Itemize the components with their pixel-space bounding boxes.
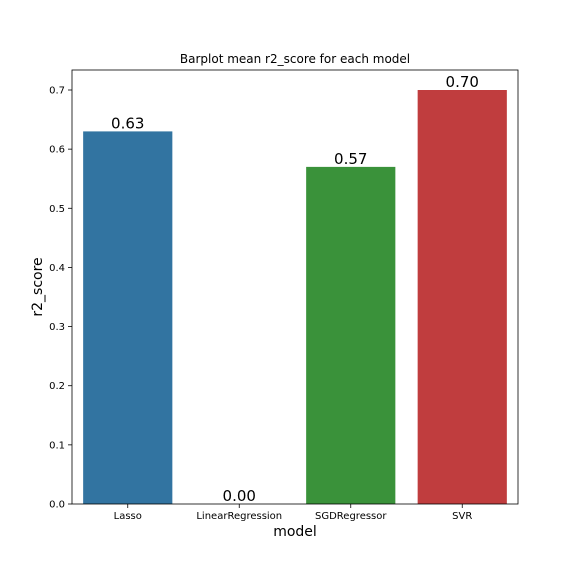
x-tick-label: SGDRegressor [315, 511, 387, 522]
bar-lasso [83, 131, 173, 504]
y-tick-label: 0.0 [49, 500, 65, 511]
x-tick-label: LinearRegression [196, 511, 282, 522]
y-tick-label: 0.2 [49, 381, 65, 392]
y-tick-label: 0.4 [49, 263, 65, 274]
chart-title: Barplot mean r2_score for each model [180, 52, 410, 66]
bar-svr [417, 90, 507, 504]
x-tick-label: SVR [452, 511, 472, 522]
plot-frame [71, 69, 519, 505]
bar-value-label: 0.70 [446, 73, 479, 91]
y-axis-ticks: 0.0 0.1 0.2 0.3 0.4 0.5 0.6 0.7 [49, 86, 72, 511]
bar-value-label: 0.00 [223, 487, 256, 505]
y-tick-label: 0.1 [49, 440, 65, 451]
bars-group [83, 90, 507, 504]
y-tick-label: 0.3 [49, 322, 65, 333]
y-tick-label: 0.6 [49, 145, 65, 156]
y-tick-label: 0.5 [49, 204, 65, 215]
x-axis-label: model [273, 524, 317, 540]
data-labels-group: 0.63 0.00 0.57 0.70 [111, 73, 479, 505]
y-axis-label: r2_score [30, 257, 46, 316]
x-tick-label: Lasso [114, 511, 142, 522]
bar-value-label: 0.57 [334, 150, 367, 168]
bar-sgdregressor [306, 166, 396, 504]
x-axis-ticks: Lasso LinearRegression SGDRegressor SVR [114, 504, 472, 522]
bar-value-label: 0.63 [111, 114, 144, 132]
y-tick-label: 0.7 [49, 86, 65, 97]
